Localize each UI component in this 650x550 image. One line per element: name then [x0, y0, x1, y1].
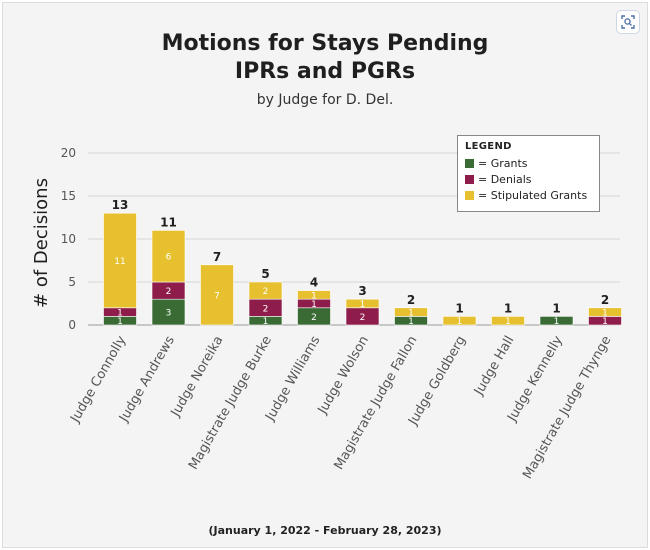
bar-segment-label: 1 — [117, 309, 123, 319]
chart-title-line-1: Motions for Stays Pending — [161, 31, 489, 56]
bar-segment-grants — [151, 298, 186, 326]
scan-icon — [621, 15, 635, 29]
bar-segment-label: 1 — [602, 309, 608, 319]
bar-segment-label: 2 — [166, 287, 172, 297]
bar-segment-label: 1 — [263, 317, 269, 327]
bar-segment-stipulated-grants — [248, 281, 283, 300]
bar-segment-stipulated-grants — [588, 307, 622, 317]
x-tick-label: Judge Noreika — [168, 334, 227, 421]
y-tick-label: 20 — [61, 146, 76, 160]
bar-segment-stipulated-grants — [442, 316, 477, 326]
x-tick-label: Magistrate Judge Fallon — [332, 334, 421, 473]
bar-segment-label: 1 — [602, 317, 608, 327]
bar-segment-label: 1 — [311, 300, 317, 310]
x-tick-label: Judge Wolson — [315, 334, 372, 418]
bar-segment-label: 1 — [554, 317, 560, 327]
bar-total-label: 1 — [504, 301, 512, 315]
y-axis-title: # of Decisions — [31, 178, 52, 308]
y-tick-label: 0 — [68, 318, 76, 332]
legend-item-denials: = Denials — [465, 171, 592, 187]
bar-segment-label: 2 — [263, 287, 269, 297]
legend-item-stipulated-grants: = Stipulated Grants — [465, 187, 592, 203]
chart-title-line-2: IPRs and PGRs — [234, 59, 416, 84]
bar-segment-stipulated-grants — [491, 316, 525, 326]
legend-item-grants: = Grants — [465, 155, 592, 171]
legend-label-denials: = Denials — [478, 172, 532, 186]
bar-segment-stipulated-grants — [345, 298, 380, 309]
legend-swatch-grants — [465, 158, 474, 168]
bar-total-label: 1 — [455, 301, 463, 315]
bar-segment-label: 2 — [360, 313, 366, 323]
x-tick-label: Magistrate Judge Burke — [186, 334, 275, 473]
x-tick-label: Magistrate Judge Thynge — [520, 334, 614, 482]
bar-total-label: 11 — [160, 215, 177, 229]
bar-segment-label: 1 — [117, 317, 123, 327]
date-range-footnote: (January 1, 2022 - February 28, 2023) — [208, 524, 442, 537]
x-tick-label: Judge Hall — [471, 334, 517, 399]
bar-segment-label: 11 — [114, 257, 125, 267]
bar-total-label: 2 — [407, 293, 415, 307]
y-tick-label: 5 — [68, 275, 76, 289]
bar-segment-label: 1 — [457, 317, 463, 327]
bar-segment-label: 7 — [214, 291, 220, 301]
bar-segment-label: 1 — [311, 291, 317, 301]
bar-segment-label: 1 — [360, 300, 366, 310]
bar-segment-grants — [539, 316, 574, 326]
legend-label-grants: = Grants — [478, 156, 528, 170]
bar-total-label: 13 — [112, 198, 129, 212]
bar-segment-label: 1 — [408, 317, 414, 327]
bar-segment-label: 6 — [166, 253, 172, 263]
chart-title: Motions for Stays Pending IPRs and PGRs — [0, 30, 650, 86]
bar-segment-stipulated-grants — [297, 290, 331, 300]
legend: LEGEND = Grants = Denials = Stipulated G… — [457, 135, 600, 212]
bar-total-label: 7 — [213, 250, 221, 264]
legend-swatch-stipulated-grants — [465, 190, 474, 200]
bar-total-label: 4 — [310, 276, 318, 290]
bar-segment-label: 1 — [408, 309, 414, 319]
bar-segment-label: 2 — [263, 304, 269, 314]
legend-swatch-denials — [465, 174, 474, 184]
y-tick-label: 15 — [61, 189, 76, 203]
y-tick-label: 10 — [61, 232, 76, 246]
bar-total-label: 2 — [601, 293, 609, 307]
x-tick-label: Judge Williams — [262, 333, 323, 424]
bar-segment-label: 3 — [166, 309, 172, 319]
bar-total-label: 3 — [358, 284, 366, 298]
bar-segment-stipulated-grants — [200, 264, 234, 326]
bar-segment-stipulated-grants — [103, 212, 137, 309]
bar-total-label: 1 — [552, 301, 560, 315]
bar-total-label: 5 — [261, 267, 269, 281]
bar-segment-label: 1 — [505, 317, 511, 327]
bar-segment-stipulated-grants — [151, 230, 186, 283]
bar-segment-stipulated-grants — [394, 307, 428, 317]
legend-title: LEGEND — [465, 141, 512, 152]
image-search-button[interactable] — [616, 10, 640, 34]
bar-segment-label: 2 — [311, 313, 317, 323]
legend-label-stipulated-grants: = Stipulated Grants — [478, 188, 588, 202]
chart-subtitle: by Judge for D. Del. — [256, 92, 394, 108]
